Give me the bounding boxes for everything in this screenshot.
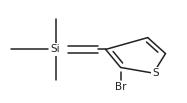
Text: Si: Si bbox=[50, 44, 60, 54]
Text: Br: Br bbox=[115, 82, 126, 92]
Text: S: S bbox=[152, 68, 159, 78]
